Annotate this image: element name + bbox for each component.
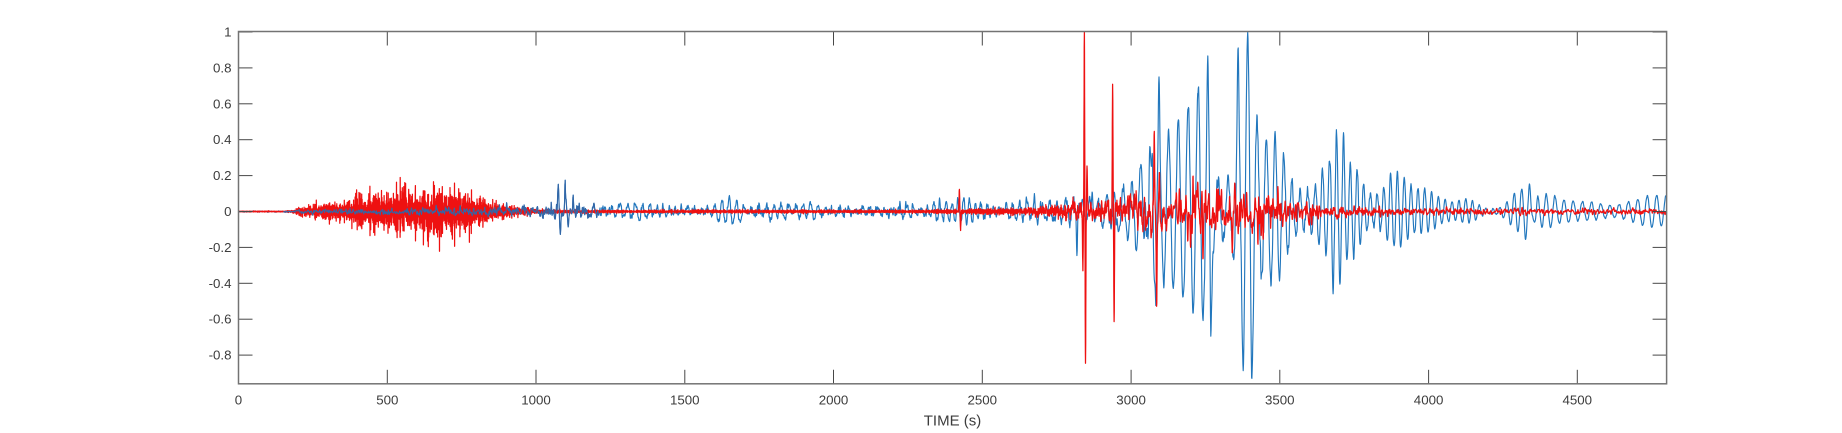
svg-text:3000: 3000 xyxy=(1116,393,1146,408)
svg-text:4000: 4000 xyxy=(1414,393,1444,408)
svg-text:TIME (s): TIME (s) xyxy=(924,413,982,430)
svg-text:1000: 1000 xyxy=(521,393,551,408)
svg-text:-0.8: -0.8 xyxy=(209,348,232,363)
svg-text:0.8: 0.8 xyxy=(213,60,232,75)
svg-text:0.4: 0.4 xyxy=(213,132,232,147)
svg-text:3500: 3500 xyxy=(1265,393,1295,408)
svg-text:-0.6: -0.6 xyxy=(209,312,232,327)
svg-text:0.6: 0.6 xyxy=(213,96,232,111)
svg-text:0: 0 xyxy=(235,393,242,408)
svg-text:1: 1 xyxy=(224,25,231,40)
svg-text:4500: 4500 xyxy=(1563,393,1593,408)
svg-text:-0.4: -0.4 xyxy=(209,276,232,291)
svg-text:2500: 2500 xyxy=(968,393,998,408)
svg-text:1500: 1500 xyxy=(670,393,700,408)
svg-text:500: 500 xyxy=(376,393,398,408)
svg-text:0: 0 xyxy=(224,204,231,219)
svg-text:0.2: 0.2 xyxy=(213,168,232,183)
svg-text:-0.2: -0.2 xyxy=(209,240,232,255)
svg-text:2000: 2000 xyxy=(819,393,849,408)
